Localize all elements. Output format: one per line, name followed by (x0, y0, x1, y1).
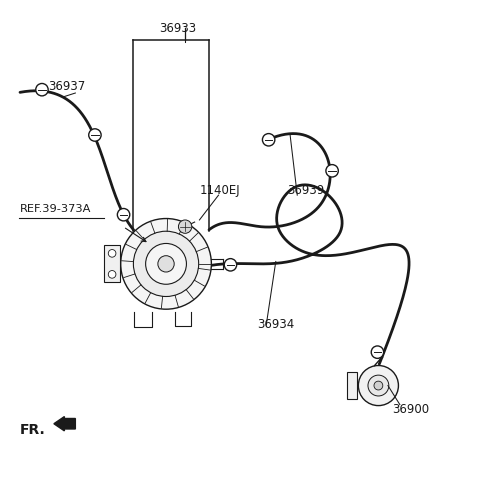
Text: 36934: 36934 (257, 318, 294, 331)
Text: 36933: 36933 (159, 23, 196, 36)
Circle shape (145, 243, 186, 284)
Circle shape (368, 375, 389, 396)
Circle shape (374, 381, 383, 390)
Circle shape (179, 220, 192, 233)
Circle shape (120, 218, 211, 309)
Circle shape (117, 208, 130, 221)
Circle shape (326, 165, 338, 177)
Text: FR.: FR. (20, 423, 45, 437)
Circle shape (359, 365, 398, 406)
Circle shape (108, 250, 116, 257)
Circle shape (133, 231, 199, 297)
Circle shape (89, 129, 101, 141)
Bar (105, 245, 120, 282)
Bar (347, 372, 358, 399)
Circle shape (371, 346, 384, 359)
Text: 36937: 36937 (48, 80, 85, 93)
Circle shape (224, 259, 237, 271)
Text: 1140EJ: 1140EJ (199, 184, 240, 197)
Circle shape (36, 84, 48, 96)
FancyArrow shape (54, 417, 75, 431)
Text: 36939: 36939 (287, 184, 324, 197)
Text: REF.39-373A: REF.39-373A (20, 204, 91, 215)
Circle shape (263, 133, 275, 146)
Circle shape (108, 271, 116, 278)
Text: 36900: 36900 (392, 403, 429, 416)
Circle shape (158, 256, 174, 272)
